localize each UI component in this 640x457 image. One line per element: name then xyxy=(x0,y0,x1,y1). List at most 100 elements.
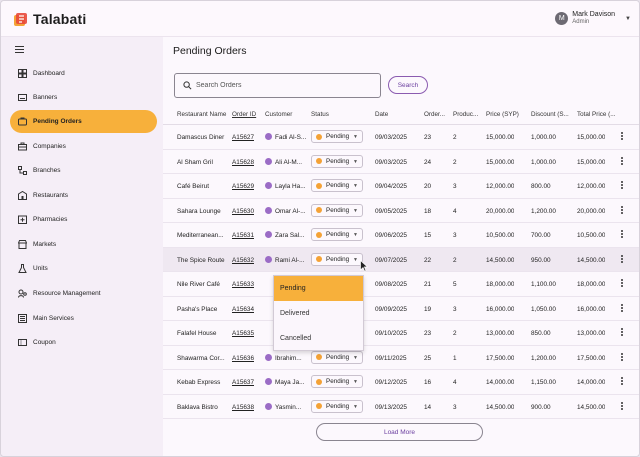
table-row[interactable]: Nile River Café A15633 09/08/2025 21 5 18,000… xyxy=(163,272,639,297)
customer-avatar-icon xyxy=(265,157,272,165)
sidebar-item-units[interactable]: Units xyxy=(10,257,157,280)
sidebar-item-pharmacies[interactable]: Pharmacies xyxy=(10,208,157,231)
total-price: 15,000.00 xyxy=(577,134,606,141)
order-date: 09/07/2025 xyxy=(375,256,407,264)
order-id-link[interactable]: A15635 xyxy=(232,330,255,337)
more-options-icon[interactable] xyxy=(621,303,624,313)
order-id-link[interactable]: A15638 xyxy=(232,403,255,411)
order-id-link[interactable]: A15637 xyxy=(232,379,255,386)
status-value: Pending xyxy=(326,255,350,263)
table-row[interactable]: The Spice Route A15632 Rami Al-... Pending ▼… xyxy=(163,247,639,272)
table-row[interactable]: Café Beirut A15629 Layla Ha... Pending ▼ 09/0… xyxy=(163,174,639,199)
column-header[interactable]: Total Price (... xyxy=(577,111,616,118)
more-options-icon[interactable] xyxy=(621,352,624,362)
banner-icon xyxy=(18,94,27,101)
status-select[interactable]: Pending ▼ xyxy=(311,252,363,266)
column-header[interactable]: Order... xyxy=(424,111,445,118)
order-id-link[interactable]: A15632 xyxy=(232,256,255,264)
status-select[interactable]: Pending ▼ xyxy=(311,154,363,168)
user-name: Mark Davison xyxy=(572,11,616,18)
order-count: 23 xyxy=(424,330,432,337)
more-options-icon[interactable] xyxy=(621,279,624,288)
sidebar-item-coupon[interactable]: Coupon xyxy=(10,331,157,354)
status-option-cancelled[interactable]: Cancelled xyxy=(280,335,312,342)
dashboard-icon xyxy=(18,69,27,78)
total-price: 12,000.00 xyxy=(577,183,606,190)
sidebar-item-branches[interactable]: Branches xyxy=(10,159,157,182)
more-options-icon[interactable] xyxy=(621,205,624,215)
user-menu[interactable]: M Mark Davison Admin ▼ xyxy=(555,11,631,26)
table-row[interactable]: Mediterranean... A15631 Zara Sal... Pending… xyxy=(163,223,639,248)
column-header[interactable]: Price (SYP) xyxy=(486,111,519,118)
order-id-link[interactable]: A15627 xyxy=(232,134,255,141)
restaurant-name: Nile River Café xyxy=(177,281,220,288)
column-header[interactable]: Produc... xyxy=(453,111,479,118)
search-input[interactable] xyxy=(196,82,366,89)
sidebar-item-banners[interactable]: Banners xyxy=(10,86,157,109)
status-select[interactable]: Pending ▼ xyxy=(311,203,363,217)
column-header[interactable]: Discount (S... xyxy=(531,111,569,118)
load-more-button[interactable]: Load More xyxy=(316,423,483,441)
sidebar-item-markets[interactable]: Markets xyxy=(10,233,157,256)
status-option-pending[interactable]: Pending xyxy=(274,276,363,301)
sidebar-item-label: Companies xyxy=(33,143,66,150)
status-option-delivered[interactable]: Delivered xyxy=(280,310,310,317)
table-row[interactable]: Shawarma Cor... A15636 Ibrahim... Pending ▼ 0… xyxy=(163,346,639,370)
order-id-link[interactable]: A15633 xyxy=(232,281,255,288)
hamburger-menu-icon[interactable] xyxy=(15,46,24,55)
sidebar-item-main-services[interactable]: Main Services xyxy=(10,307,157,330)
order-count: 19 xyxy=(424,305,432,313)
more-options-icon[interactable] xyxy=(621,181,624,190)
status-value: Pending xyxy=(326,182,350,189)
column-header[interactable]: Restaurant Name xyxy=(177,111,227,118)
status-select[interactable]: Pending ▼ xyxy=(311,179,363,192)
column-header[interactable]: Order ID xyxy=(232,111,257,118)
restaurant-name: Baklava Bistro xyxy=(177,403,218,411)
more-options-icon[interactable] xyxy=(621,377,624,386)
customer-name: Layla Ha... xyxy=(275,183,306,190)
chevron-down-icon[interactable]: ▼ xyxy=(625,15,631,22)
column-header[interactable]: Date xyxy=(375,111,389,118)
more-options-icon[interactable] xyxy=(621,132,624,141)
product-count: 3 xyxy=(453,403,457,411)
price: 15,000.00 xyxy=(486,134,515,141)
total-price: 15,000.00 xyxy=(577,158,606,166)
more-options-icon[interactable] xyxy=(621,156,624,166)
table-row[interactable]: Al Sham Gril A15628 Ali Al-M... Pending ▼ 09/… xyxy=(163,150,639,174)
table-row[interactable]: Falafel House A15635 09/10/2025 23 2 13,000.0… xyxy=(163,321,639,346)
logo[interactable]: Talabati xyxy=(11,10,86,28)
status-select[interactable]: Pending ▼ xyxy=(311,375,363,388)
order-id-link[interactable]: A15629 xyxy=(232,183,255,190)
mouse-cursor-icon xyxy=(360,260,368,272)
status-select[interactable]: Pending ▼ xyxy=(311,399,363,413)
sidebar-item-dashboard[interactable]: Dashboard xyxy=(10,62,157,85)
order-id-link[interactable]: A15634 xyxy=(232,305,255,313)
status-select[interactable]: Pending ▼ xyxy=(311,228,363,241)
more-options-icon[interactable] xyxy=(621,254,624,264)
table-row[interactable]: Damascus Diner A15627 Fadi Al-S... Pending ▼… xyxy=(163,125,639,150)
discount: 1,200.00 xyxy=(531,207,556,215)
sidebar-item-restaurants[interactable]: Restaurants xyxy=(10,184,157,207)
table-row[interactable]: Sahara Lounge A15630 Omar Al-... Pending ▼ 09… xyxy=(163,199,639,223)
search-box[interactable] xyxy=(174,73,381,98)
order-id-link[interactable]: A15631 xyxy=(232,232,255,239)
sidebar-item-companies[interactable]: Companies xyxy=(10,135,157,158)
column-header[interactable]: Customer xyxy=(265,111,293,118)
sidebar-item-resource-management[interactable]: Resource Management xyxy=(10,282,157,305)
order-id-link[interactable]: A15628 xyxy=(232,158,255,166)
order-id-link[interactable]: A15630 xyxy=(232,207,255,215)
search-button[interactable]: Search xyxy=(388,76,428,94)
table-row[interactable]: Baklava Bistro A15638 Yasmin... Pending ▼ 09/… xyxy=(163,395,639,419)
order-id-link[interactable]: A15636 xyxy=(232,354,255,362)
status-select[interactable]: Pending ▼ xyxy=(311,350,363,364)
table-row[interactable]: Pasha's Place A15634 09/09/2025 19 3 16,000.0… xyxy=(163,297,639,321)
more-options-icon[interactable] xyxy=(621,230,624,239)
table-row[interactable]: Kebab Express A15637 Maya Ja... Pending ▼ 09/… xyxy=(163,370,639,395)
more-options-icon[interactable] xyxy=(621,328,624,337)
order-date: 09/10/2025 xyxy=(375,330,407,337)
more-options-icon[interactable] xyxy=(621,401,624,411)
status-select[interactable]: Pending ▼ xyxy=(311,130,363,143)
sidebar-item-pending-orders[interactable]: Pending Orders xyxy=(10,110,157,133)
order-count: 18 xyxy=(424,207,432,215)
column-header[interactable]: Status xyxy=(311,111,329,118)
